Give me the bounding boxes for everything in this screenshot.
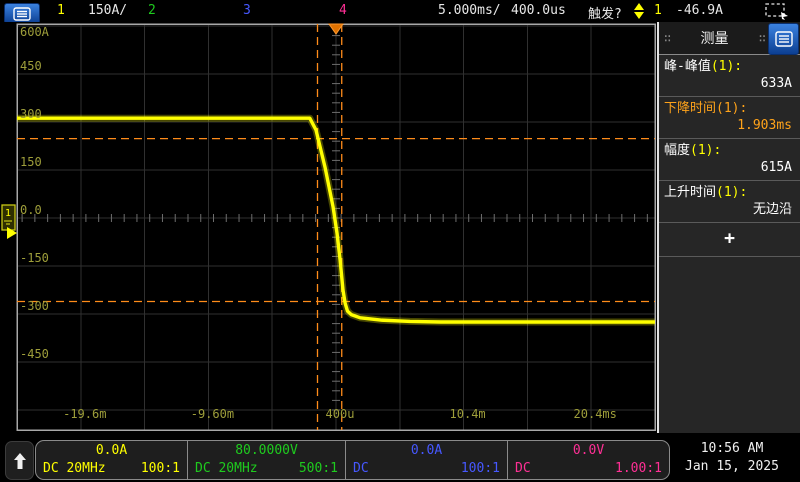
channel-1-scale[interactable]: 150A/: [88, 3, 128, 18]
trigger-status: 触发?: [588, 7, 622, 22]
y-axis-label: 450: [20, 59, 42, 73]
channel-4-coupling: DC: [515, 461, 531, 476]
measurement-menu-button[interactable]: [768, 23, 799, 55]
measurement-label: 幅度(1):: [664, 143, 722, 158]
x-axis-label: 20.4ms: [574, 407, 617, 421]
y-axis-label: 0.0: [20, 203, 42, 217]
drag-grip-icon[interactable]: ∷: [664, 31, 671, 45]
measurement-fall-time[interactable]: 下降时间(1): 1.903ms: [659, 97, 800, 139]
add-measurement-button[interactable]: +: [724, 228, 735, 249]
measurement-value: 633A: [760, 76, 792, 91]
measurement-value: 1.903ms: [737, 118, 792, 133]
channel-3-badge[interactable]: 3: [243, 3, 251, 18]
back-button[interactable]: [5, 441, 34, 480]
panel-title: 测量: [700, 31, 729, 47]
measurement-label: 上升时间(1):: [664, 185, 748, 200]
y-axis-label: 300: [20, 107, 42, 121]
up-arrow-icon: [13, 452, 26, 469]
x-axis-label: 10.4m: [450, 407, 486, 421]
y-axis-label: 150: [20, 155, 42, 169]
date-readout: Jan 15, 2025: [685, 459, 779, 474]
y-axis-label: -300: [20, 299, 49, 313]
scope-svg: 1 600A 450 300 150 0.0 -150 -300 -450 -19.6m -9.60…: [0, 22, 658, 433]
channel1-ground-label: 1: [5, 208, 11, 219]
channel-4-offset: 0.0V: [572, 443, 605, 458]
channel-1-probe: 100:1: [140, 461, 180, 476]
ground-arrow-icon: [7, 227, 17, 239]
measurement-rise-time[interactable]: 上升时间(1): 无边沿: [659, 181, 800, 223]
x-axis-label: -9.60m: [191, 407, 234, 421]
channel-3-probe: 100:1: [460, 461, 500, 476]
channel-2-status[interactable]: 80.0000V DC 20MHz 500:1: [188, 441, 346, 479]
bottom-status-bar: 0.0A DC 20MHz 100:1 80.0000V DC 20MHz 500:…: [0, 436, 800, 482]
list-icon: [13, 6, 31, 21]
channel-status-box: 0.0A DC 20MHz 100:1 80.0000V DC 20MHz 500:…: [35, 440, 670, 480]
measurement-peak-peak[interactable]: 峰-峰值(1): 633A: [659, 55, 800, 97]
channel-4-badge[interactable]: 4: [339, 3, 347, 18]
measurement-label: 峰-峰值(1):: [664, 59, 743, 74]
waveform-display[interactable]: 1 600A 450 300 150 0.0 -150 -300 -450 -19.6m -9.60…: [0, 22, 658, 433]
trigger-level-readout[interactable]: -46.9A: [676, 3, 723, 18]
measurement-label: 下降时间(1):: [664, 101, 748, 116]
time-readout: 10:56 AM: [700, 441, 764, 456]
measurement-value: 无边沿: [752, 202, 792, 217]
channel-1-trace: [17, 116, 655, 324]
y-axis-label: -150: [20, 251, 49, 265]
trigger-time-marker[interactable]: [328, 23, 344, 35]
x-axis-label: -19.6m: [63, 407, 106, 421]
trigger-source: 1: [654, 3, 662, 18]
timebase-readout[interactable]: 5.000ms/: [438, 3, 501, 18]
channel-2-probe: 500:1: [298, 461, 338, 476]
y-axis-label: -450: [20, 347, 49, 361]
x-axis-label: 400u: [326, 407, 355, 421]
channel-1-status[interactable]: 0.0A DC 20MHz 100:1: [36, 441, 188, 479]
channel-2-offset: 80.0000V: [235, 443, 298, 458]
selection-cursor-icon[interactable]: [765, 3, 789, 24]
channel-2-coupling: DC 20MHz: [195, 461, 258, 476]
measurement-panel-header[interactable]: ∷ 测量 ∷: [659, 22, 800, 55]
channel-1-coupling: DC 20MHz: [43, 461, 106, 476]
trigger-slope-icon: [633, 2, 645, 24]
measurement-amplitude[interactable]: 幅度(1): 615A: [659, 139, 800, 181]
scope-background: [0, 22, 658, 433]
delay-readout[interactable]: 400.0us: [511, 3, 566, 18]
channel-1-offset: 0.0A: [95, 443, 128, 458]
channel-3-status[interactable]: 0.0A DC 100:1: [346, 441, 508, 479]
measurement-value: 615A: [760, 160, 792, 175]
clock[interactable]: 10:56 AM Jan 15, 2025: [668, 440, 796, 476]
channel-4-probe: 1.00:1: [615, 461, 662, 476]
top-status-bar: 1 150A/ 2 3 4 5.000ms/ 400.0us 触发? 1 -46…: [0, 0, 800, 24]
list-icon: [774, 31, 793, 47]
channel-3-offset: 0.0A: [410, 443, 443, 458]
channel-2-badge[interactable]: 2: [148, 3, 156, 18]
y-axis-label: 600A: [20, 25, 50, 39]
channel-1-badge[interactable]: 1: [57, 3, 65, 18]
drag-grip-icon[interactable]: ∷: [758, 31, 766, 45]
channel-4-status[interactable]: 0.0V DC 1.00:1: [508, 441, 669, 479]
main-menu-button[interactable]: [4, 3, 40, 24]
measurement-panel: ∷ 测量 ∷ 峰-峰值(1): 633A 下降时间(1): 1.903ms 幅度…: [657, 22, 800, 433]
channel-3-coupling: DC: [353, 461, 369, 476]
add-measurement-row: +: [659, 223, 800, 257]
